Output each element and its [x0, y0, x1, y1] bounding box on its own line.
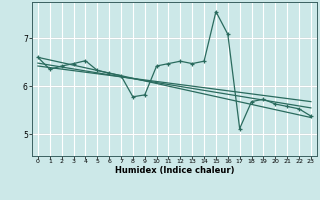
X-axis label: Humidex (Indice chaleur): Humidex (Indice chaleur) [115, 166, 234, 175]
